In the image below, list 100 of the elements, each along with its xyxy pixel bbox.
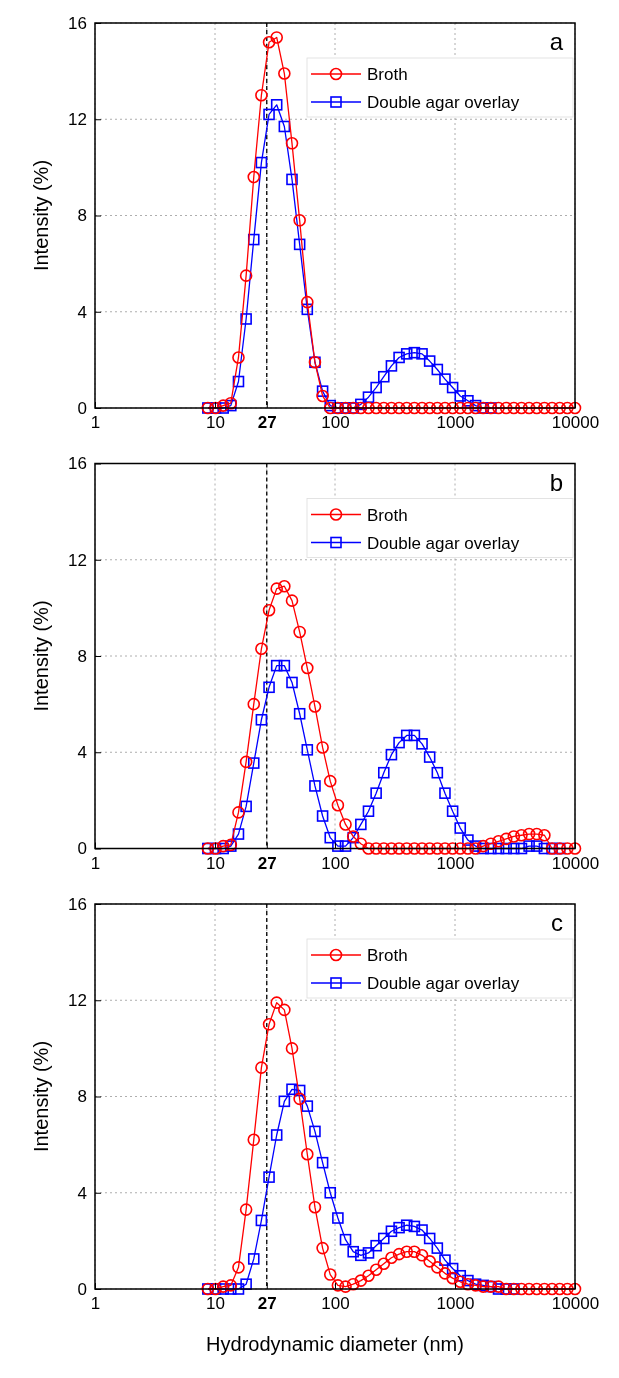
point <box>431 842 444 855</box>
point <box>239 1203 253 1216</box>
point <box>492 401 505 415</box>
point <box>377 766 390 779</box>
point <box>278 1003 291 1017</box>
point <box>439 787 451 799</box>
point <box>454 822 467 834</box>
point <box>423 1232 436 1245</box>
point <box>316 1241 329 1255</box>
point <box>362 1247 375 1259</box>
point <box>262 1018 276 1031</box>
point <box>293 238 306 251</box>
x-tick-label: 1000 <box>436 853 475 873</box>
point <box>346 1277 360 1291</box>
y-tick-label: 8 <box>77 646 87 666</box>
point <box>508 842 520 855</box>
legend-label: Double agar overlay <box>367 93 520 112</box>
point <box>415 401 429 415</box>
point <box>462 834 474 846</box>
point <box>561 842 574 855</box>
point <box>278 579 291 593</box>
point <box>416 348 428 360</box>
x-tick-label: 1000 <box>436 1294 475 1314</box>
point <box>247 233 260 246</box>
annotation: a <box>549 28 564 55</box>
point <box>339 840 352 852</box>
point <box>423 1255 436 1268</box>
point <box>316 385 329 397</box>
point <box>293 214 306 227</box>
point <box>332 1212 344 1224</box>
point <box>285 594 299 607</box>
point <box>415 842 429 855</box>
point <box>392 401 406 415</box>
point <box>247 697 261 711</box>
point <box>354 1274 368 1287</box>
point <box>385 1251 398 1265</box>
point <box>561 1282 574 1296</box>
point <box>568 842 582 855</box>
point <box>454 390 467 402</box>
point <box>500 842 512 855</box>
point <box>255 713 268 726</box>
point <box>385 842 398 855</box>
point <box>339 1233 352 1246</box>
point <box>286 676 298 689</box>
point <box>301 1147 314 1161</box>
y-axis-title: Intensity (%) <box>30 1040 52 1153</box>
point <box>301 295 314 309</box>
point <box>240 1278 252 1290</box>
point <box>553 401 566 415</box>
point <box>439 373 451 385</box>
point <box>339 818 352 831</box>
point <box>323 1268 337 1281</box>
point <box>301 1100 314 1112</box>
point <box>255 1061 268 1074</box>
point <box>438 842 452 855</box>
point <box>492 834 505 848</box>
point <box>484 837 498 850</box>
point <box>400 1219 413 1232</box>
point <box>331 1279 345 1292</box>
y-axis-title: Intensity (%) <box>30 600 52 712</box>
y-tick-label: 16 <box>68 894 87 914</box>
point <box>400 1245 414 1258</box>
point <box>423 401 436 415</box>
point <box>362 1269 375 1283</box>
point <box>369 842 383 855</box>
point <box>278 659 291 672</box>
legend-label: Broth <box>367 505 408 525</box>
point <box>247 1133 261 1147</box>
point <box>232 375 245 388</box>
point <box>462 1274 474 1287</box>
point <box>370 381 382 394</box>
point <box>438 1267 452 1280</box>
point <box>324 831 337 844</box>
point <box>278 120 291 133</box>
point <box>362 401 375 415</box>
point <box>270 996 283 1009</box>
point <box>453 401 467 415</box>
point <box>522 827 536 841</box>
point <box>431 1242 444 1254</box>
point <box>309 1125 321 1138</box>
point <box>454 1269 467 1282</box>
point <box>263 1171 275 1183</box>
x-tick-label: 1000 <box>436 413 475 433</box>
y-tick-label: 0 <box>77 1279 87 1299</box>
point <box>545 401 559 415</box>
point <box>354 401 368 415</box>
point <box>377 842 391 855</box>
x-tick-label: 100 <box>321 1294 350 1314</box>
point <box>232 351 245 364</box>
point <box>240 800 252 813</box>
point <box>255 642 268 656</box>
y-axis-title: Intensity (%) <box>30 159 52 272</box>
x-tick-label: 10000 <box>551 853 600 873</box>
y-tick-label: 12 <box>68 550 87 570</box>
point <box>270 31 283 44</box>
point <box>446 1262 459 1275</box>
annotation: c <box>551 909 563 936</box>
x-tick-label: 100 <box>321 853 350 873</box>
point <box>499 401 513 415</box>
point <box>568 401 582 415</box>
